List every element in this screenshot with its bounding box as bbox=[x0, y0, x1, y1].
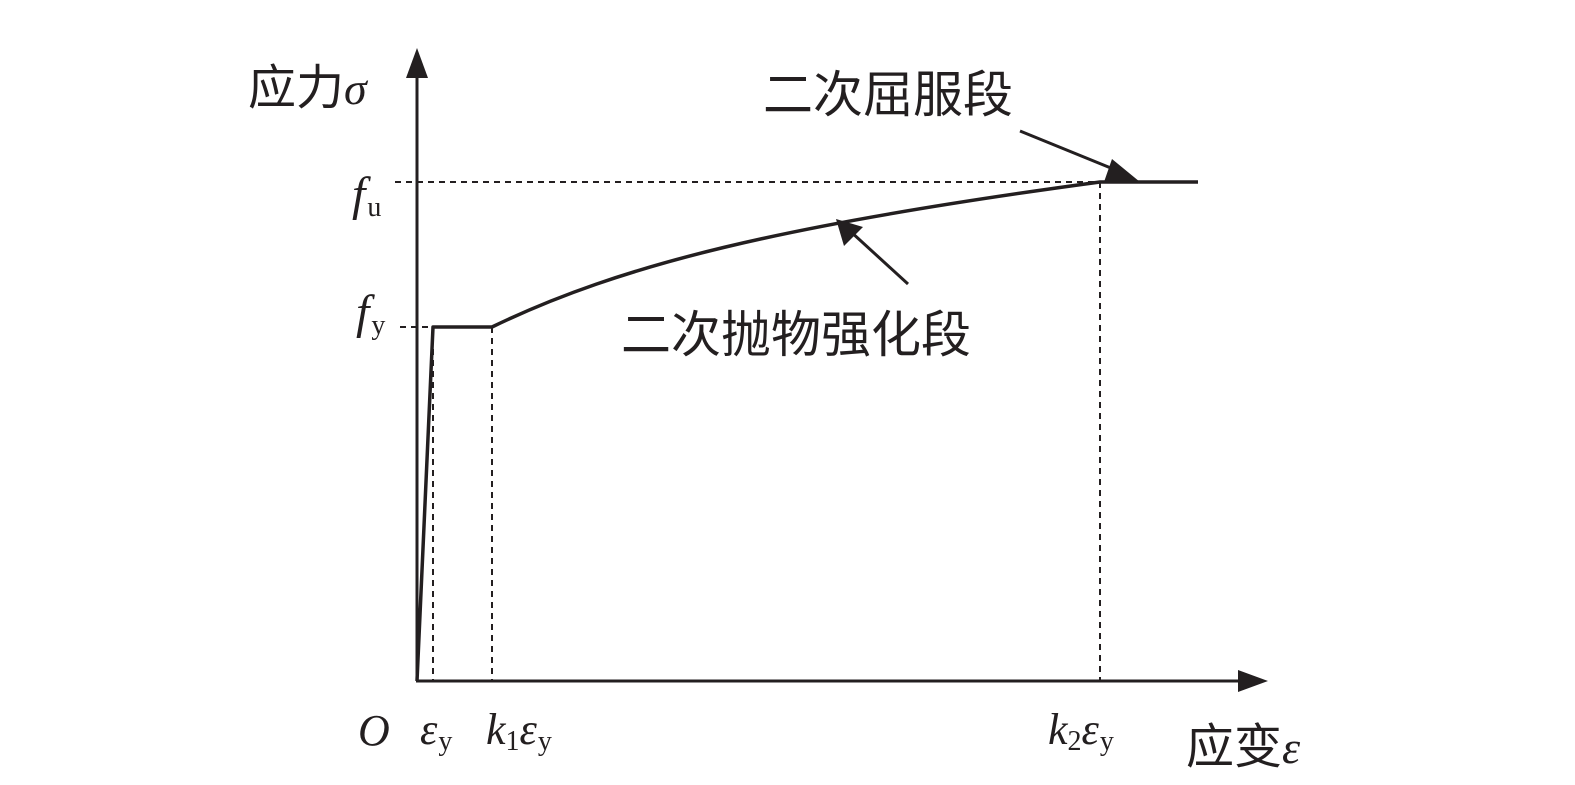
x-axis-symbol: ε bbox=[1282, 722, 1301, 773]
y-axis-label: 应力σ bbox=[248, 60, 369, 116]
secondary-yield-label: 二次屈服段 bbox=[763, 66, 1013, 124]
y-axis-label-text: 应力 bbox=[248, 60, 344, 116]
ey-sub: y bbox=[438, 726, 452, 757]
ey-main: ε bbox=[420, 705, 438, 754]
parabolic-hardening-arrow bbox=[848, 229, 910, 286]
k2ey-coef: k bbox=[1048, 705, 1069, 754]
parabolic-hardening-arrowhead bbox=[836, 219, 863, 246]
fu-sub: u bbox=[367, 192, 381, 223]
parabolic-hardening-label: 二次抛物强化段 bbox=[621, 306, 971, 364]
ey-label: εy bbox=[420, 705, 452, 757]
y-axis-symbol: σ bbox=[344, 63, 369, 114]
k2ey-coef-sub: 2 bbox=[1068, 726, 1082, 757]
fy-label: fy bbox=[356, 286, 385, 341]
k1ey-sub: y bbox=[538, 726, 552, 757]
k1ey-coef: k bbox=[486, 705, 507, 754]
k1ey-label: k1εy bbox=[486, 705, 552, 757]
origin-label: O bbox=[358, 706, 390, 755]
k1ey-coef-sub: 1 bbox=[506, 726, 520, 757]
x-axis-label-text: 应变 bbox=[1186, 719, 1282, 775]
x-axis-arrow bbox=[1238, 670, 1268, 692]
x-axis-label: 应变ε bbox=[1186, 719, 1301, 775]
fy-sub: y bbox=[371, 310, 385, 341]
fu-label: fu bbox=[352, 168, 381, 223]
k1ey-main: ε bbox=[520, 705, 538, 754]
k2ey-label: k2εy bbox=[1048, 705, 1114, 757]
secondary-yield-arrowhead bbox=[1104, 159, 1140, 182]
y-axis-arrow bbox=[406, 48, 428, 78]
stress-strain-curve bbox=[415, 180, 1198, 682]
k2ey-sub: y bbox=[1100, 726, 1114, 757]
k2ey-main: ε bbox=[1082, 705, 1100, 754]
